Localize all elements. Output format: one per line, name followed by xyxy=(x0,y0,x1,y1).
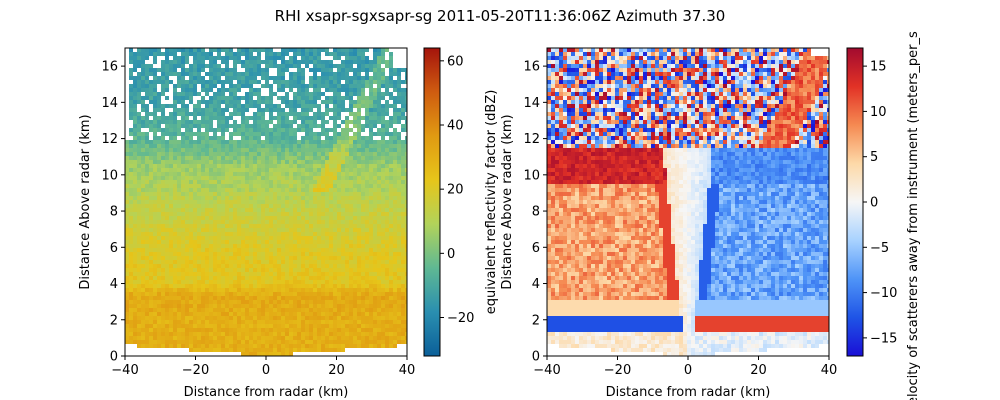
y-tick-label: 14 xyxy=(101,96,118,111)
velocity-x-axis-label: Distance from radar (km) xyxy=(606,385,771,400)
colorbar-tick-label: 5 xyxy=(870,150,878,165)
y-tick-label: 0 xyxy=(110,350,118,365)
colorbar-tick-label: 15 xyxy=(870,60,887,75)
y-tick-label: 14 xyxy=(523,96,540,111)
reflectivity-colorbar: −20 0 20 40 60 equivalent reflectivity facto… xyxy=(423,47,499,357)
colorbar-tick-label: 20 xyxy=(447,183,464,198)
colorbar-tick-label: −10 xyxy=(870,286,897,301)
y-tick-label: 8 xyxy=(532,205,540,220)
colorbar-tick-label: 40 xyxy=(447,119,464,134)
reflectivity-plot-area xyxy=(125,48,407,356)
velocity-x-ticks: −40 −20 0 20 40 xyxy=(533,356,837,378)
figure-title: RHI xsapr-sgxsapr-sg 2011-05-20T11:36:06… xyxy=(275,7,726,25)
reflectivity-x-axis-label: Distance from radar (km) xyxy=(184,385,349,400)
x-tick-label: −40 xyxy=(533,363,560,378)
colorbar-tick-label: −20 xyxy=(447,311,474,326)
y-tick-label: 2 xyxy=(532,313,540,328)
reflectivity-colorbar-label: equivalent reflectivity factor (dBZ) xyxy=(484,90,499,315)
colorbar-tick-label: 10 xyxy=(870,105,887,120)
y-tick-label: 12 xyxy=(523,132,540,147)
x-tick-label: 20 xyxy=(328,363,345,378)
velocity-colorbar-ticks: −15 −10 −5 0 5 10 15 xyxy=(863,60,897,346)
x-tick-label: 0 xyxy=(262,363,270,378)
colorbar-tick-label: −15 xyxy=(870,331,897,346)
velocity-colorbar-label: velocity of scatterers away from instrum… xyxy=(906,31,921,400)
reflectivity-y-axis-label: Distance Above radar (km) xyxy=(78,114,93,289)
y-tick-label: 6 xyxy=(110,241,118,256)
y-tick-label: 16 xyxy=(523,60,540,75)
velocity-panel: −40 −20 0 20 40 0 2 4 6 8 10 12 14 16 Distance from … xyxy=(500,47,837,400)
colorbar-tick-label: 0 xyxy=(447,247,455,262)
reflectivity-y-ticks: 0 2 4 6 8 10 12 14 16 xyxy=(101,60,125,365)
y-tick-label: 4 xyxy=(532,277,540,292)
x-tick-label: 40 xyxy=(821,363,838,378)
y-tick-label: 0 xyxy=(532,350,540,365)
x-tick-label: −20 xyxy=(604,363,631,378)
y-tick-label: 8 xyxy=(110,205,118,220)
colorbar-tick-label: 60 xyxy=(447,54,464,69)
reflectivity-colorbar-fill xyxy=(423,47,441,357)
reflectivity-colorbar-ticks: −20 0 20 40 60 xyxy=(440,54,474,326)
velocity-y-ticks: 0 2 4 6 8 10 12 14 16 xyxy=(523,60,547,365)
y-tick-label: 4 xyxy=(110,277,118,292)
x-tick-label: −40 xyxy=(111,363,138,378)
y-tick-label: 6 xyxy=(532,241,540,256)
velocity-colorbar: −15 −10 −5 0 5 10 15 velocity of scatterers aw… xyxy=(846,31,921,400)
x-tick-label: −20 xyxy=(182,363,209,378)
y-tick-label: 10 xyxy=(101,168,118,183)
colorbar-tick-label: 0 xyxy=(870,196,878,211)
reflectivity-x-ticks: −40 −20 0 20 40 xyxy=(111,356,415,378)
colorbar-tick-label: −5 xyxy=(870,241,889,256)
y-tick-label: 12 xyxy=(101,132,118,147)
velocity-plot-area xyxy=(547,48,829,356)
x-tick-label: 0 xyxy=(684,363,692,378)
reflectivity-panel: −40 −20 0 20 40 0 2 4 6 8 10 12 14 16 Distance from … xyxy=(78,47,415,400)
velocity-y-axis-label: Distance Above radar (km) xyxy=(500,114,515,289)
y-tick-label: 16 xyxy=(101,60,118,75)
y-tick-label: 10 xyxy=(523,168,540,183)
x-tick-label: 20 xyxy=(750,363,767,378)
x-tick-label: 40 xyxy=(399,363,416,378)
velocity-colorbar-fill xyxy=(846,47,864,357)
y-tick-label: 2 xyxy=(110,313,118,328)
